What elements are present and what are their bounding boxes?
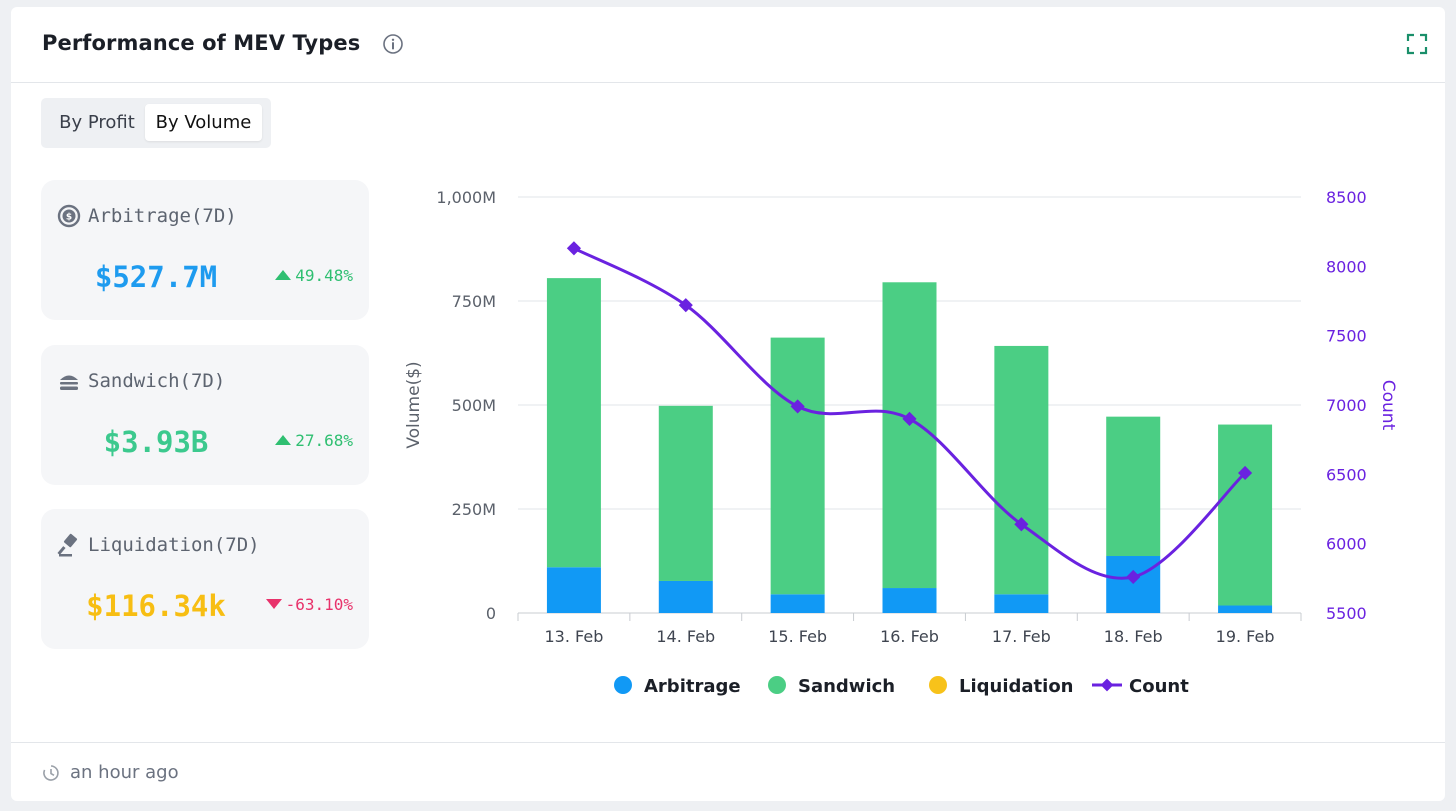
clock-icon <box>43 765 59 781</box>
bar-arbitrage <box>1106 556 1161 613</box>
legend-swatch-arbitrage <box>614 676 632 694</box>
expand-icon[interactable] <box>1406 33 1428 55</box>
arbitrage-stat-card: $ Arbitrage(7D) $527.7M 49.48% <box>41 180 369 320</box>
bar-arbitrage <box>882 588 937 613</box>
down-arrow-icon <box>265 599 282 609</box>
count-point <box>678 298 693 313</box>
sandwich-label: Sandwich(7D) <box>88 370 226 392</box>
y-right-tick-label: 8000 <box>1326 257 1367 276</box>
legend-marker-count <box>1100 678 1114 692</box>
by-volume-tab[interactable]: By Volume <box>145 104 262 141</box>
count-point <box>566 241 581 256</box>
mev-performance-card: Performance of MEV Types By Profit By Vo… <box>11 7 1445 801</box>
y-tick-label: 750M <box>452 292 496 311</box>
y-right-tick-label: 6500 <box>1326 465 1367 484</box>
view-toggle: By Profit By Volume <box>41 98 271 148</box>
y-right-axis-title: Count <box>1378 380 1398 431</box>
legend-label-liquidation: Liquidation <box>959 676 1074 697</box>
x-tick-label: 14. Feb <box>656 627 715 646</box>
y-tick-label: 500M <box>452 396 496 415</box>
sandwich-change: 27.68% <box>275 431 353 450</box>
x-tick-label: 13. Feb <box>544 627 603 646</box>
legend-label-sandwich: Sandwich <box>798 676 895 697</box>
x-tick-label: 17. Feb <box>992 627 1051 646</box>
y-tick-label: 1,000M <box>436 188 496 207</box>
gavel-icon <box>57 533 78 557</box>
liquidation-change: -63.10% <box>265 595 353 614</box>
y-axis-title: Volume($) <box>404 361 424 448</box>
x-tick-label: 19. Feb <box>1216 627 1275 646</box>
y-tick-label: 0 <box>486 604 496 623</box>
liquidation-change-value: -63.10% <box>285 595 353 614</box>
bar-arbitrage <box>770 594 825 613</box>
bar-sandwich <box>1106 416 1161 557</box>
legend-label-count: Count <box>1129 676 1189 697</box>
up-arrow-icon <box>275 270 292 280</box>
bar-sandwich <box>546 278 601 568</box>
last-updated-text: an hour ago <box>70 762 179 783</box>
liquidation-label: Liquidation(7D) <box>88 534 260 556</box>
legend-swatch-liquidation <box>929 676 947 694</box>
card-footer: an hour ago <box>11 742 1445 801</box>
count-point <box>902 411 917 426</box>
count-point <box>1238 465 1253 481</box>
bar-sandwich <box>994 345 1049 595</box>
x-tick-label: 16. Feb <box>880 627 939 646</box>
y-right-tick-label: 8500 <box>1326 188 1367 207</box>
info-circle-icon[interactable] <box>382 33 404 55</box>
y-right-tick-label: 7500 <box>1326 327 1367 346</box>
y-right-tick-label: 7000 <box>1326 396 1367 415</box>
sandwich-icon <box>60 375 78 390</box>
svg-text:$: $ <box>66 213 72 223</box>
x-tick-label: 18. Feb <box>1104 627 1163 646</box>
up-arrow-icon <box>275 435 292 445</box>
bar-arbitrage <box>1218 605 1273 613</box>
bar-arbitrage <box>546 567 601 613</box>
y-tick-label: 250M <box>452 500 496 519</box>
legend-label-arbitrage: Arbitrage <box>644 676 741 697</box>
bar-sandwich <box>658 405 713 581</box>
arbitrage-change-value: 49.48% <box>295 266 353 285</box>
card-title: Performance of MEV Types <box>42 31 361 55</box>
legend-swatch-sandwich <box>768 676 786 694</box>
liquidation-value: $116.34k <box>86 589 226 623</box>
y-right-tick-label: 5500 <box>1326 604 1367 623</box>
arbitrage-value: $527.7M <box>94 260 218 294</box>
bar-arbitrage <box>658 580 713 613</box>
bar-sandwich <box>770 337 825 595</box>
bar-arbitrage <box>994 594 1049 613</box>
sandwich-value: $3.93B <box>103 425 209 459</box>
mev-volume-chart: 0 250M 500M 750M 1,000M 5500 6000 6500 7000 7500 8… <box>404 188 1398 697</box>
by-profit-tab[interactable]: By Profit <box>59 112 135 133</box>
sandwich-change-value: 27.68% <box>295 431 353 450</box>
liquidation-stat-card: Liquidation(7D) $116.34k -63.10% <box>41 509 369 649</box>
arbitrage-label: Arbitrage(7D) <box>88 205 237 227</box>
arbitrage-exchange-icon: $ <box>57 204 81 228</box>
sandwich-stat-card: Sandwich(7D) $3.93B 27.68% <box>41 345 369 485</box>
bar-sandwich <box>882 282 937 589</box>
y-right-tick-label: 6000 <box>1326 535 1367 554</box>
x-tick-label: 15. Feb <box>768 627 827 646</box>
bar-sandwich <box>1218 424 1273 606</box>
card-header: Performance of MEV Types <box>11 7 1445 83</box>
arbitrage-change: 49.48% <box>275 266 353 285</box>
